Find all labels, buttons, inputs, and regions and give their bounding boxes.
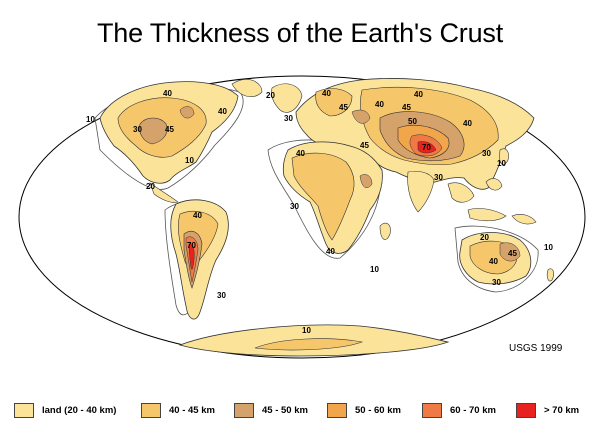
contour-label: 30	[284, 114, 293, 123]
contour-label: 10	[370, 265, 379, 274]
contour-label: 30	[434, 173, 443, 182]
landmass-north-america	[99, 79, 263, 184]
contour-labels: 10 40 40 30 45 10 20 20 30 40 45 40 40 4…	[86, 89, 553, 335]
contour-label: 30	[492, 278, 501, 287]
contour-label: 20	[146, 182, 155, 191]
contour-label: 40	[463, 119, 472, 128]
contour-label: 40	[414, 90, 423, 99]
legend-swatch	[422, 402, 442, 418]
contour-label: 40	[326, 247, 335, 256]
contour-label: 30	[133, 125, 142, 134]
contour-label: 45	[402, 103, 411, 112]
legend-item-land: land (20 - 40 km)	[14, 400, 116, 420]
legend-swatch	[327, 402, 347, 418]
legend-label: land (20 - 40 km)	[42, 404, 117, 416]
map-legend: land (20 - 40 km) 40 - 45 km 45 - 50 km …	[0, 396, 600, 426]
landmass-central-america	[149, 182, 179, 203]
contour-label: 10	[497, 159, 506, 168]
landmass-australia	[459, 232, 532, 285]
map-title: The Thickness of the Earth's Crust	[96, 18, 504, 48]
contour-label: 45	[508, 249, 517, 258]
landmass-india	[407, 170, 435, 213]
legend-item-60-70: 60 - 70 km	[422, 400, 496, 420]
contour-label: 10	[185, 156, 194, 165]
contour-label: 40	[163, 89, 172, 98]
legend-label: 40 - 45 km	[169, 404, 215, 416]
landmass-madagascar	[379, 222, 391, 240]
contour-label: 70	[422, 143, 431, 152]
contour-label: 40	[375, 100, 384, 109]
landmass-greenland	[271, 83, 303, 113]
legend-label: 50 - 60 km	[355, 404, 401, 416]
legend-item-40-45: 40 - 45 km	[141, 400, 215, 420]
contour-label: 70	[187, 241, 196, 250]
contour-label: 30	[217, 291, 226, 300]
contour-label: 40	[193, 211, 202, 220]
contour-label: 50	[408, 117, 417, 126]
contour-label: 40	[296, 149, 305, 158]
contour-label: 30	[290, 202, 299, 211]
legend-label: > 70 km	[544, 404, 580, 416]
contour-label: 40	[218, 107, 227, 116]
landmass-southeast-asia	[447, 178, 537, 225]
contour-label: 40	[322, 89, 331, 98]
contour-label: 40	[489, 257, 498, 266]
landmass-africa	[282, 141, 383, 254]
legend-swatch	[516, 402, 536, 418]
landmass-south-america	[170, 199, 229, 320]
legend-label: 60 - 70 km	[450, 404, 496, 416]
contour-label: 20	[266, 91, 275, 100]
legend-label: 45 - 50 km	[262, 404, 308, 416]
legend-swatch	[141, 402, 161, 418]
landmass-eurasia	[295, 78, 535, 190]
legend-item-45-50: 45 - 50 km	[234, 400, 308, 420]
legend-item-50-60: 50 - 60 km	[327, 400, 401, 420]
legend-swatch	[14, 402, 34, 418]
contour-antarctica-40	[254, 338, 364, 351]
contour-label: 10	[302, 326, 311, 335]
legend-swatch	[234, 402, 254, 418]
contour-label: 45	[339, 103, 348, 112]
contour-label: 45	[165, 125, 174, 134]
landmass-new-zealand	[546, 268, 554, 282]
contour-label: 10	[544, 243, 553, 252]
contour-label: 30	[482, 149, 491, 158]
contour-label: 10	[86, 115, 95, 124]
legend-item-70plus: > 70 km	[516, 400, 579, 420]
landmass-japan	[499, 148, 509, 165]
contour-label: 45	[360, 141, 369, 150]
contour-label: 20	[480, 233, 489, 242]
source-credit: USGS 1999	[509, 343, 563, 354]
